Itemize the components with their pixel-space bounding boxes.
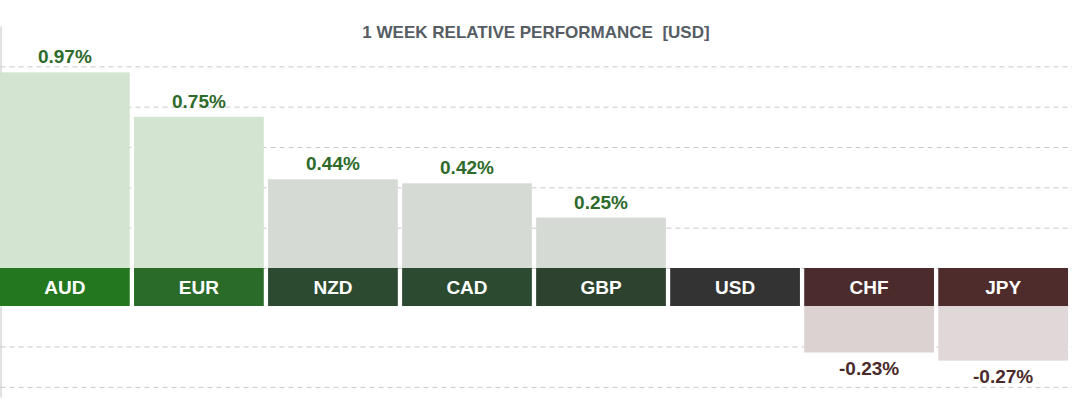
tick bbox=[1, 107, 1072, 108]
category-label: USD bbox=[715, 277, 755, 298]
category-label: GBP bbox=[580, 277, 622, 298]
data-label: 0.75% bbox=[172, 91, 226, 112]
category-cell bbox=[804, 268, 934, 306]
data-label: -0.23% bbox=[839, 358, 899, 379]
tick bbox=[1, 387, 1072, 388]
grid-line bbox=[1, 107, 1072, 108]
category-label: CAD bbox=[446, 277, 487, 298]
data-label: 0.44% bbox=[306, 153, 360, 174]
data-labels: 0.97% 0.75% 0.44% 0.42% 0.25% -0.23% -0.27% bbox=[38, 46, 1033, 386]
bar bbox=[536, 218, 666, 268]
chart: AUDEURNZDCADGBPUSDCHFJPY0.97%0.75%0.44%0… bbox=[0, 0, 1072, 400]
bar bbox=[402, 183, 532, 268]
data-label: 0.97% bbox=[38, 46, 92, 67]
category-strip: AUD EUR NZD CAD GBP USD CHF JPY bbox=[0, 268, 1068, 306]
category-cell bbox=[268, 268, 398, 306]
grid-line bbox=[1, 387, 1072, 388]
category-label: NZD bbox=[313, 277, 352, 298]
category-cell bbox=[670, 268, 800, 306]
bar bbox=[0, 72, 130, 268]
category-cell bbox=[536, 268, 666, 306]
bar bbox=[134, 117, 264, 268]
axis-line bbox=[1, 307, 2, 398]
category-label: CHF bbox=[850, 277, 889, 298]
y-axis-upper bbox=[1, 27, 1072, 269]
category-cell bbox=[0, 268, 130, 306]
bar bbox=[268, 179, 398, 268]
bars bbox=[0, 72, 1068, 360]
category-label: EUR bbox=[179, 277, 219, 298]
data-label: 0.25% bbox=[574, 192, 628, 213]
title: 1 WEEK RELATIVE PERFORMANCE [USD] bbox=[362, 23, 709, 42]
tick bbox=[1, 66, 1072, 67]
data-label: 0.42% bbox=[440, 157, 494, 178]
data-label: -0.27% bbox=[973, 366, 1033, 387]
grid-line bbox=[1, 66, 1072, 67]
y-axis-lower bbox=[1, 307, 1072, 398]
category-cell bbox=[402, 268, 532, 306]
bar bbox=[804, 306, 934, 353]
category-label: AUD bbox=[44, 277, 85, 298]
category-label: JPY bbox=[985, 277, 1021, 298]
category-cell bbox=[938, 268, 1068, 306]
category-cell bbox=[134, 268, 264, 306]
bar bbox=[938, 306, 1068, 361]
